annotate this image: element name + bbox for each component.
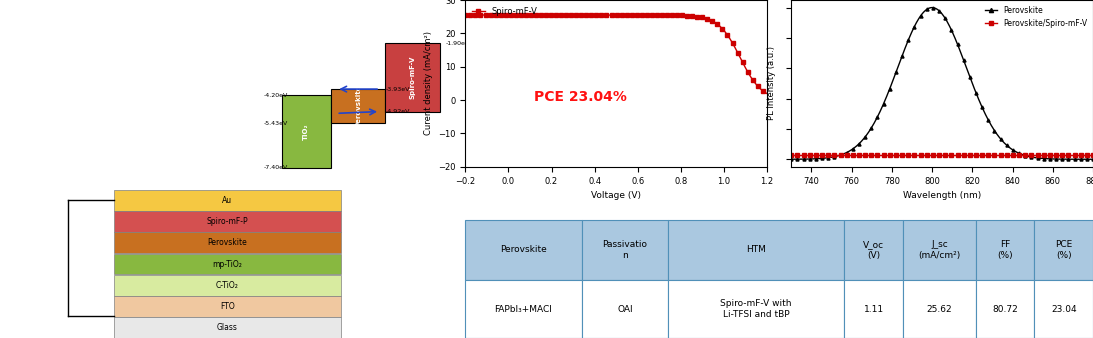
Text: -1.90eV: -1.90eV [446, 41, 470, 46]
FancyBboxPatch shape [581, 220, 668, 280]
Bar [114, 211, 341, 232]
Bar [386, 43, 440, 112]
Text: Spiro-mF-V with
Li-TFSI and tBP: Spiro-mF-V with Li-TFSI and tBP [720, 299, 792, 319]
Text: J_sc
(mA/cm²): J_sc (mA/cm²) [918, 240, 961, 260]
X-axis label: Wavelength (nm): Wavelength (nm) [903, 191, 982, 200]
FancyBboxPatch shape [976, 280, 1034, 338]
Bar [114, 233, 341, 253]
Text: 25.62: 25.62 [927, 305, 952, 314]
Text: Perovskite: Perovskite [355, 85, 361, 127]
Text: -3.93eV: -3.93eV [386, 87, 410, 92]
Bar [114, 275, 341, 296]
FancyBboxPatch shape [1034, 220, 1093, 280]
Text: HTM: HTM [747, 245, 766, 254]
Y-axis label: PL Intensity (a.u.): PL Intensity (a.u.) [767, 46, 776, 120]
FancyBboxPatch shape [903, 220, 976, 280]
Legend: Perovskite, Perovskite/Spiro-mF-V: Perovskite, Perovskite/Spiro-mF-V [983, 4, 1090, 30]
Text: FTO: FTO [220, 302, 235, 311]
Text: OAI: OAI [618, 305, 633, 314]
FancyBboxPatch shape [581, 280, 668, 338]
Text: Perovskite: Perovskite [501, 245, 546, 254]
X-axis label: Voltage (V): Voltage (V) [591, 191, 642, 200]
Text: TiO₂: TiO₂ [304, 123, 309, 140]
Text: mp-TiO₂: mp-TiO₂ [212, 260, 243, 268]
FancyBboxPatch shape [903, 280, 976, 338]
FancyBboxPatch shape [668, 220, 844, 280]
Text: -7.40eV: -7.40eV [263, 165, 287, 170]
FancyBboxPatch shape [668, 280, 844, 338]
FancyBboxPatch shape [466, 220, 581, 280]
Bar [114, 254, 341, 274]
Text: V_oc
(V): V_oc (V) [863, 240, 884, 260]
Text: Spiro-mF-V: Spiro-mF-V [410, 56, 415, 99]
FancyBboxPatch shape [466, 280, 581, 338]
Legend: Spiro-mF-V: Spiro-mF-V [470, 4, 540, 18]
Text: Spiro-mF-P: Spiro-mF-P [207, 217, 248, 226]
Text: -4.20eV: -4.20eV [263, 93, 287, 98]
Text: 80.72: 80.72 [992, 305, 1018, 314]
Text: PCE 23.04%: PCE 23.04% [533, 90, 626, 104]
Text: 1.11: 1.11 [863, 305, 883, 314]
Bar [114, 190, 341, 211]
Text: C-TiO₂: C-TiO₂ [215, 281, 238, 290]
Bar [282, 95, 331, 168]
Text: Glass: Glass [216, 323, 237, 332]
Text: Perovskite: Perovskite [208, 238, 247, 247]
FancyBboxPatch shape [844, 220, 903, 280]
Text: 23.04: 23.04 [1051, 305, 1077, 314]
Y-axis label: Curent density (mA/cm²): Curent density (mA/cm²) [424, 31, 433, 136]
Text: Au: Au [222, 196, 233, 205]
Bar [114, 296, 341, 317]
Bar [331, 89, 386, 123]
Bar [114, 317, 341, 338]
Text: Passivatio
n: Passivatio n [602, 240, 647, 260]
Text: -5.43eV: -5.43eV [263, 121, 287, 126]
Text: -4.92eV: -4.92eV [386, 109, 410, 114]
Text: PCE
(%): PCE (%) [1055, 240, 1072, 260]
FancyBboxPatch shape [1034, 280, 1093, 338]
FancyBboxPatch shape [844, 280, 903, 338]
FancyBboxPatch shape [976, 220, 1034, 280]
Text: FAPbI₃+MACl: FAPbI₃+MACl [494, 305, 552, 314]
Text: FF
(%): FF (%) [998, 240, 1013, 260]
